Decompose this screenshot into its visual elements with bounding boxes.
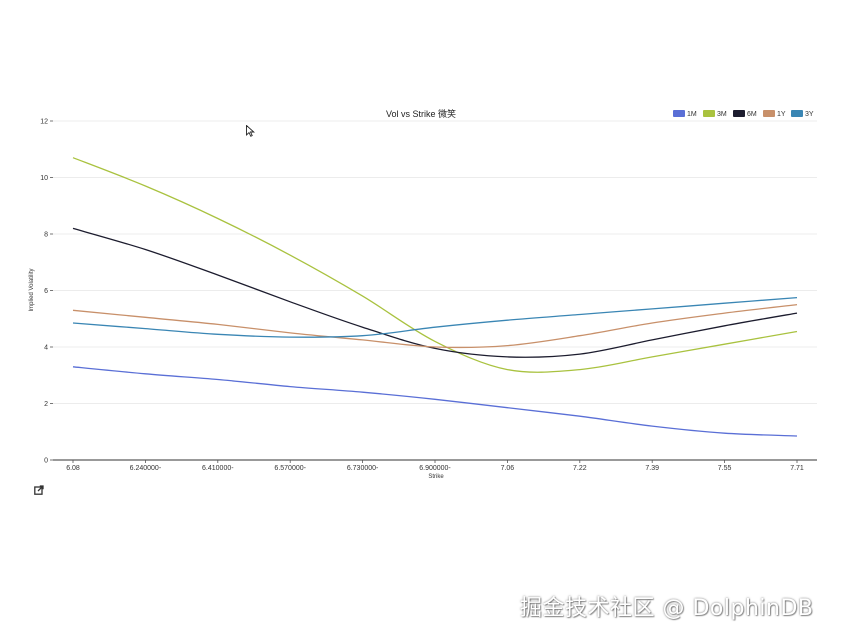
legend-item-3m[interactable]: 3M xyxy=(703,110,727,118)
x-tick-label: 7.55 xyxy=(718,465,732,472)
x-tick-label: 7.39 xyxy=(645,465,659,472)
x-tick-label: 6.730000- xyxy=(347,465,379,472)
x-tick-label: 7.22 xyxy=(573,465,587,472)
series-line-6m xyxy=(72,227,798,358)
y-tick-label: 0 xyxy=(44,458,48,465)
legend-label: 1Y xyxy=(777,111,786,118)
y-tick-label: 12 xyxy=(40,119,48,126)
expand-icon[interactable] xyxy=(34,485,44,495)
x-tick-label: 6.08 xyxy=(66,465,80,472)
y-tick-label: 6 xyxy=(44,288,48,295)
x-tick-label: 6.900000- xyxy=(419,465,451,472)
grid-lines xyxy=(53,120,817,404)
legend-item-6m[interactable]: 6M xyxy=(733,110,757,118)
y-tick-label: 8 xyxy=(44,232,48,239)
series-line-3m xyxy=(72,157,798,373)
series-line-1y xyxy=(72,303,798,349)
legend-item-1y[interactable]: 1Y xyxy=(763,110,786,118)
y-axis: 0 2 4 6 8 10 12 xyxy=(40,119,53,465)
legend-swatch xyxy=(763,110,775,117)
x-tick-label: 6.410000- xyxy=(202,465,234,472)
legend[interactable]: 1M 3M 6M 1Y 3Y xyxy=(673,110,814,118)
series-line-1m xyxy=(72,366,798,437)
y-tick-label: 10 xyxy=(40,175,48,182)
cursor-arrow-icon xyxy=(246,125,255,137)
series-lines xyxy=(72,157,798,437)
y-axis-label: Implied Volatility xyxy=(29,268,35,311)
x-tick-label: 6.570000- xyxy=(274,465,306,472)
x-axis: 6.08 6.240000- 6.410000- 6.570000- 6.730000-… xyxy=(53,459,817,472)
y-tick-label: 2 xyxy=(44,401,48,408)
x-tick-label: 7.71 xyxy=(790,465,804,472)
watermark-text: 掘金技术社区 @ DolphinDB xyxy=(520,596,814,621)
legend-label: 3Y xyxy=(805,111,814,118)
legend-item-3y[interactable]: 3Y xyxy=(791,110,814,118)
y-tick-label: 4 xyxy=(44,345,48,352)
legend-label: 6M xyxy=(747,111,757,118)
legend-item-1m[interactable]: 1M xyxy=(673,110,697,118)
x-tick-label: 6.240000- xyxy=(130,465,162,472)
legend-label: 3M xyxy=(717,111,727,118)
legend-swatch xyxy=(703,110,715,117)
legend-swatch xyxy=(673,110,685,117)
legend-swatch xyxy=(791,110,803,117)
series-line-3y xyxy=(72,296,798,338)
legend-label: 1M xyxy=(687,111,697,118)
x-tick-label: 7.06 xyxy=(501,465,515,472)
legend-swatch xyxy=(733,110,745,117)
x-axis-label: Strike xyxy=(428,474,444,480)
chart-title: Vol vs Strike 微笑 xyxy=(386,108,456,119)
